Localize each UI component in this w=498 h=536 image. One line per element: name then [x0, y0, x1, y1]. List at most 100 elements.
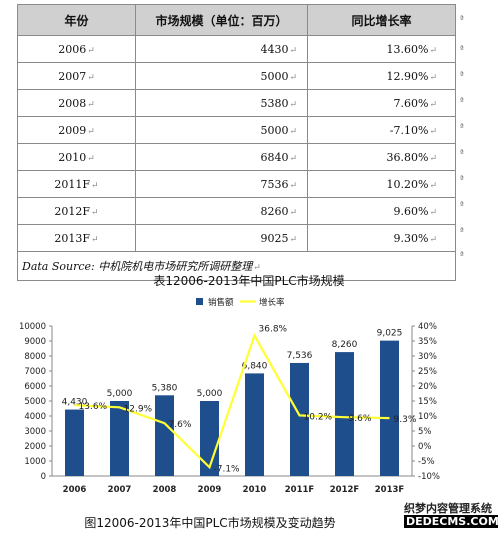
y-right-tick-label: 15%: [418, 397, 437, 407]
growth-rate-cell-text: 13.60%: [386, 42, 429, 56]
return-mark: ↵: [87, 99, 95, 110]
table-row: 2011F↵ 7536↵ 10.20%↵: [17, 170, 456, 198]
return-mark: ↵: [91, 180, 99, 191]
growth-rate-cell-text: 10.20%: [386, 177, 429, 191]
market-size-cell: 5000↵: [135, 62, 308, 90]
data-source-note: Data Source: 中机院机电市场研究所调研整理↵: [17, 251, 456, 281]
y-left-tick-label: 2000: [24, 442, 46, 452]
return-mark: ↵: [429, 45, 437, 56]
x-tick-label: 2012F: [330, 485, 360, 495]
market-size-table-wrap: 年份 市场规模（单位：百万） 同比增长率 2006↵ 4430↵ 13.60%↵ 20…: [17, 4, 456, 281]
side-mark: ª: [460, 96, 464, 105]
y-right-tick-label: 25%: [418, 367, 437, 377]
side-mark: ª: [460, 250, 464, 259]
year-cell-text: 2008: [58, 96, 87, 110]
bar: [380, 340, 399, 476]
bar-value-label: 5,380: [152, 383, 178, 393]
bar: [110, 401, 129, 476]
side-mark: ª: [460, 148, 464, 157]
growth-rate-cell: 10.20%↵: [307, 170, 456, 198]
return-mark: ↵: [289, 180, 297, 191]
y-left-tick-label: 0: [41, 472, 46, 482]
return-mark: ↵: [429, 72, 437, 83]
return-mark: ↵: [429, 180, 437, 191]
market-size-cell-text: 4430: [260, 42, 289, 56]
bar-value-label: 5,000: [197, 389, 223, 399]
growth-rate-label: 10.2%: [304, 412, 333, 422]
bar-value-label: 9,025: [377, 329, 403, 339]
side-mark: ª: [460, 174, 464, 183]
year-cell-text: 2013F: [54, 231, 91, 245]
watermark-line1: 织梦内容管理系统: [404, 502, 492, 515]
growth-rate-label: 9.3%: [394, 415, 417, 425]
return-mark: ↵: [289, 126, 297, 137]
year-cell: 2010↵: [17, 143, 136, 171]
x-tick-label: 2011F: [285, 485, 315, 495]
y-right-tick-label: 30%: [418, 352, 437, 362]
y-right-tick-label: -10%: [418, 472, 440, 482]
year-cell: 2008↵: [17, 89, 136, 117]
year-cell: 2013F↵: [17, 224, 136, 252]
return-mark: ↵: [429, 207, 437, 218]
y-left-tick-label: 6000: [24, 382, 46, 392]
market-size-cell-text: 6840: [260, 150, 289, 164]
growth-rate-label: 36.8%: [259, 325, 288, 335]
source-row: Data Source: 中机院机电市场研究所调研整理↵: [17, 251, 456, 281]
table-row: 2013F↵ 9025↵ 9.30%↵: [17, 224, 456, 252]
bar: [335, 352, 354, 476]
bar: [65, 409, 84, 476]
table-body: 2006↵ 4430↵ 13.60%↵ 2007↵ 5000↵ 12.90%↵ 2008↵ 5…: [17, 35, 456, 252]
growth-rate-label: -7.1%: [214, 464, 241, 474]
y-right-tick-label: 40%: [418, 322, 437, 332]
growth-rate-label: 7.6%: [169, 420, 192, 430]
return-mark: ↵: [429, 99, 437, 110]
return-mark: ↵: [429, 153, 437, 164]
growth-rate-cell: 36.80%↵: [307, 143, 456, 171]
return-mark: ↵: [289, 234, 297, 245]
y-left-tick-label: 8000: [24, 352, 46, 362]
header-growth-rate: 同比增长率: [307, 4, 456, 36]
growth-rate-label: 12.9%: [124, 404, 153, 414]
year-cell: 2006↵: [17, 35, 136, 63]
table-row: 2007↵ 5000↵ 12.90%↵: [17, 62, 456, 90]
market-size-cell: 9025↵: [135, 224, 308, 252]
year-cell-text: 2007: [58, 69, 87, 83]
table-row: 2006↵ 4430↵ 13.60%↵: [17, 35, 456, 63]
x-tick-label: 2010: [243, 485, 267, 495]
year-cell: 2011F↵: [17, 170, 136, 198]
y-left-tick-label: 1000: [24, 457, 46, 467]
growth-rate-label: 9.6%: [349, 414, 372, 424]
x-tick-label: 2009: [198, 485, 222, 495]
side-mark: ª: [460, 226, 464, 235]
return-mark: ↵: [289, 72, 297, 83]
return-mark: ↵: [289, 153, 297, 164]
market-size-table: 年份 市场规模（单位：百万） 同比增长率 2006↵ 4430↵ 13.60%↵ 20…: [17, 4, 456, 281]
year-cell-text: 2009: [58, 123, 87, 137]
return-mark: ↵: [429, 126, 437, 137]
bar: [245, 373, 264, 476]
table-row: 2009↵ 5000↵ -7.10%↵: [17, 116, 456, 144]
return-mark: ↵: [289, 207, 297, 218]
year-cell-text: 2010: [58, 150, 87, 164]
growth-rate-cell-text: 12.90%: [386, 69, 429, 83]
x-tick-label: 2007: [108, 485, 132, 495]
growth-rate-cell-text: 9.30%: [393, 231, 429, 245]
y-left-tick-label: 5000: [24, 397, 46, 407]
table-row: 2012F↵ 8260↵ 9.60%↵: [17, 197, 456, 225]
growth-rate-cell: 9.30%↵: [307, 224, 456, 252]
market-size-cell-text: 5380: [260, 96, 289, 110]
legend-swatch-sales: [196, 298, 203, 305]
legend-label-sales: 销售额: [208, 297, 234, 308]
chart-caption: 图12006-2013年中国PLC市场规模及变动趋势: [84, 516, 336, 530]
growth-rate-cell-text: 36.80%: [386, 150, 429, 164]
market-size-cell-text: 7536: [260, 177, 289, 191]
market-size-cell: 5380↵: [135, 89, 308, 117]
return-mark: ↵: [87, 72, 95, 83]
bar-value-label: 7,536: [287, 351, 313, 361]
chart-legend: 销售额 增长率: [196, 297, 285, 308]
y-right-tick-label: 5%: [418, 427, 432, 437]
bar: [290, 362, 309, 476]
bar-value-label: 4,430: [62, 398, 88, 408]
y-left-tick-label: 10000: [19, 322, 46, 332]
side-mark: ª: [460, 14, 464, 23]
